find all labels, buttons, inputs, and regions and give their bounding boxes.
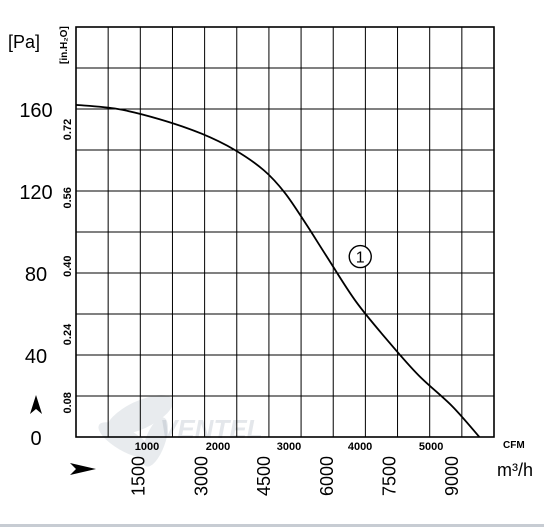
x-tick-label: 1500	[129, 456, 149, 496]
y-unit-label: [Pa]	[8, 32, 40, 52]
cfm-axis-ticks: 1000 2000 3000 4000 5000	[135, 441, 444, 453]
x-tick-label: 6000	[317, 456, 337, 496]
x-unit-label: m³/h	[497, 460, 533, 480]
x-axis-ticks: 1500 3000 4500 6000 7500 9000	[129, 456, 463, 496]
grid-lines	[76, 27, 494, 437]
window-frame-edge	[0, 524, 544, 527]
y2-axis-ticks: 0.08 0.24 0.40 0.56 0.72	[62, 119, 74, 414]
y-tick-label: 120	[19, 182, 52, 204]
curve-label: 1	[356, 250, 365, 267]
y-tick-label: 80	[25, 264, 47, 286]
y2-tick-label: 0.40	[62, 255, 74, 276]
y2-tick-label: 0.08	[62, 392, 74, 413]
x-tick-label: 4500	[254, 456, 274, 496]
right-arrow-icon	[70, 463, 96, 475]
y2-tick-label: 0.56	[62, 187, 74, 208]
x2-tick-label: 2000	[206, 441, 230, 453]
curves: 1	[75, 104, 481, 438]
x2-unit-label: CFM	[503, 440, 525, 451]
y2-tick-label: 0.24	[62, 323, 74, 345]
up-arrow-icon	[30, 395, 42, 414]
x2-tick-label: 3000	[277, 441, 301, 453]
x-tick-label: 9000	[442, 456, 462, 496]
curve-line	[75, 104, 481, 438]
y-tick-label: 160	[19, 100, 52, 122]
x-tick-label: 7500	[380, 456, 400, 496]
plot-frame	[75, 26, 495, 438]
watermark-brand: VENTEL	[160, 414, 263, 444]
y-tick-label: 0	[30, 428, 41, 450]
x2-tick-label: 5000	[419, 441, 443, 453]
y-tick-label: 40	[25, 346, 47, 368]
curve-marker-circle	[348, 244, 372, 269]
x-tick-label: 3000	[191, 456, 211, 496]
x2-tick-label: 1000	[135, 441, 159, 453]
y2-unit-label: [in.H₂O]	[59, 26, 70, 64]
y-axis-ticks: 0 40 80 120 160	[19, 100, 52, 450]
x2-tick-label: 4000	[348, 441, 372, 453]
y2-tick-label: 0.72	[62, 119, 74, 140]
